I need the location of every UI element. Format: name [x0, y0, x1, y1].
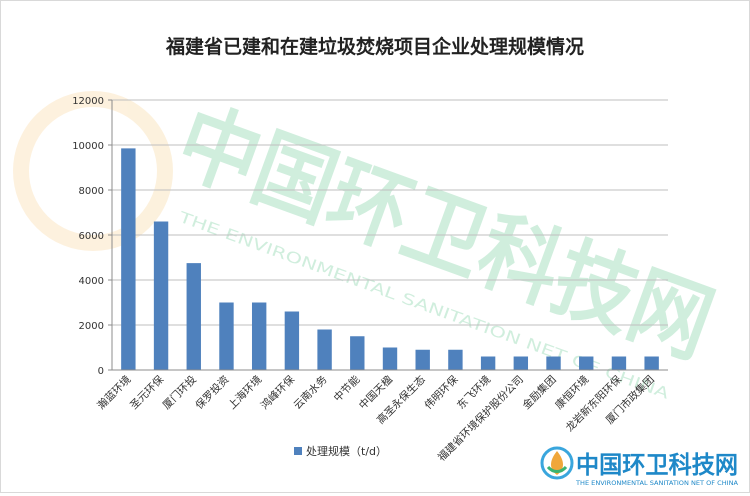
- bar: [350, 336, 365, 370]
- bar: [121, 148, 136, 370]
- x-tick-label: 云南水务: [291, 373, 330, 412]
- gridlines: [112, 99, 668, 326]
- x-tick-label: 鸿峰环保: [258, 373, 297, 412]
- brand-watermark-name: 中国环卫科技网: [576, 451, 738, 479]
- chart-title: 福建省已建和在建垃圾焚烧项目企业处理规模情况: [165, 35, 584, 58]
- y-tick-label: 6000: [79, 231, 104, 242]
- bar: [153, 221, 169, 370]
- leaf-drop-logo-icon: [540, 446, 574, 480]
- x-tick-label: 厦门环投: [160, 373, 199, 412]
- background-watermark-logo-icon: [13, 91, 173, 251]
- brand-watermark-subtitle: THE ENVIRONMENTAL SANITATION NET OF CHIN…: [575, 479, 739, 487]
- bar: [611, 356, 627, 370]
- y-tick-label: 0: [98, 366, 104, 377]
- bar: [644, 356, 659, 370]
- y-axis-ticks: 0 2000 4000 6000 8000 10000 12000: [72, 96, 112, 377]
- legend-label: 处理规模（t/d）: [306, 444, 387, 458]
- y-tick-label: 10000: [72, 141, 104, 152]
- bar: [251, 302, 267, 370]
- bars: [121, 148, 659, 370]
- y-tick-label: 2000: [79, 321, 104, 332]
- x-tick-label: 中节能: [331, 373, 363, 405]
- x-tick-label: 龙岩新东阳环保: [563, 373, 625, 435]
- brand-watermark: 中国环卫科技网 THE ENVIRONMENTAL SANITATION NET…: [540, 446, 739, 487]
- bar: [415, 349, 430, 370]
- bar: [284, 311, 300, 370]
- x-tick-label: 伟明环保: [422, 373, 461, 412]
- bar: [480, 356, 496, 370]
- bar: [382, 347, 398, 370]
- bar: [546, 356, 561, 370]
- bar: [219, 302, 234, 370]
- bar: [448, 349, 463, 370]
- x-tick-label: 保罗投资: [193, 373, 232, 412]
- y-tick-label: 4000: [79, 276, 104, 287]
- bar: [579, 356, 594, 370]
- legend-swatch: [294, 447, 302, 455]
- x-tick-label: 金励集团: [520, 373, 559, 412]
- x-tick-label: 圣元环保: [127, 373, 166, 412]
- legend: 处理规模（t/d）: [294, 444, 387, 458]
- y-tick-label: 8000: [79, 186, 104, 197]
- bar: [317, 329, 332, 370]
- y-tick-label: 12000: [72, 96, 104, 107]
- x-tick-label: 上海环境: [225, 373, 264, 412]
- bar: [186, 263, 201, 370]
- bar: [513, 356, 529, 370]
- x-tick-label: 瀚蓝环境: [95, 373, 134, 412]
